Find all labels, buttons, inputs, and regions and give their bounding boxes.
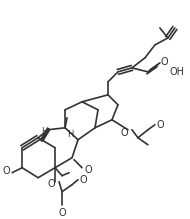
Text: O: O [47,179,55,189]
Text: H: H [41,127,47,136]
Text: H: H [67,130,73,139]
Text: OH: OH [170,67,185,77]
Text: O: O [156,120,164,130]
Text: O: O [2,166,10,176]
Text: O: O [58,208,66,218]
Text: O: O [120,128,128,138]
Text: O: O [160,57,168,67]
Text: O: O [84,165,92,175]
Text: O: O [79,175,87,185]
